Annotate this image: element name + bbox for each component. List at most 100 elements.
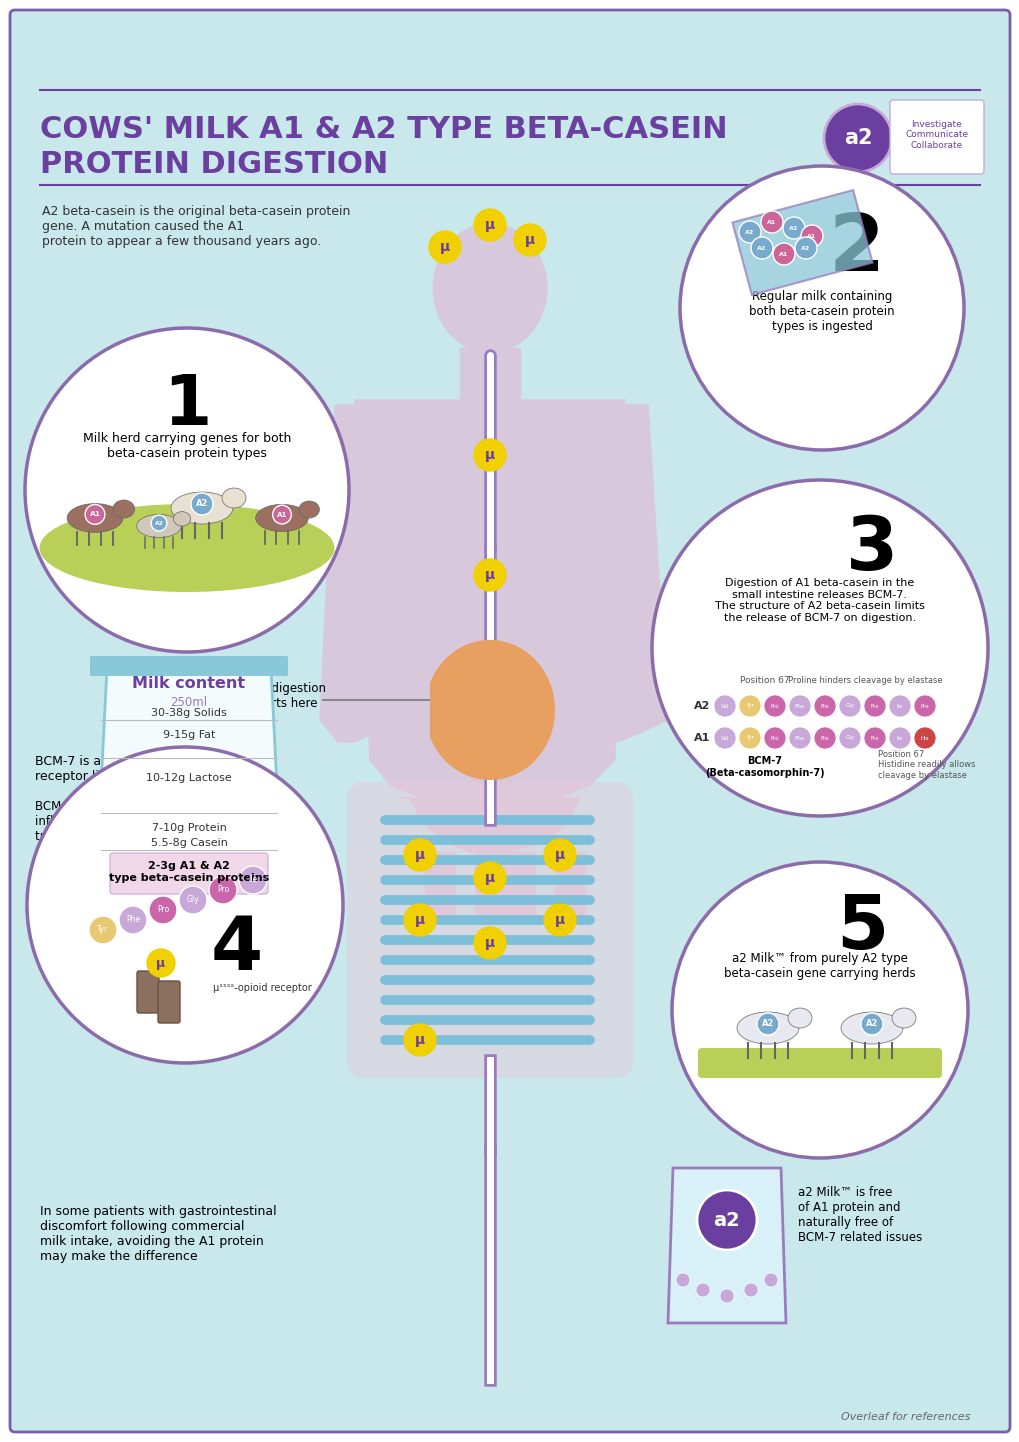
Circle shape [85,505,105,525]
Text: Ile: Ile [896,735,903,741]
Polygon shape [504,852,535,920]
Circle shape [695,1283,709,1296]
Ellipse shape [173,512,191,526]
Text: Milk content: Milk content [132,676,246,691]
Circle shape [789,695,810,717]
Text: μ: μ [525,234,535,247]
Text: Regular milk containing
both beta-casein protein
types is ingested: Regular milk containing both beta-casein… [748,290,894,333]
Circle shape [209,875,236,904]
Circle shape [783,216,804,239]
Ellipse shape [113,500,135,518]
Text: μ: μ [554,913,565,927]
Polygon shape [95,668,282,906]
Text: μ: μ [484,218,494,232]
Ellipse shape [432,224,547,353]
Circle shape [514,224,545,257]
FancyBboxPatch shape [110,854,268,894]
Circle shape [739,221,760,244]
Circle shape [889,695,910,717]
Text: μ: μ [554,848,565,862]
Text: A2: A2 [745,229,754,235]
Text: Investigate
Communicate
Collaborate: Investigate Communicate Collaborate [905,120,968,150]
Text: μ: μ [484,568,494,583]
Circle shape [813,727,836,748]
Text: 250ml: 250ml [170,696,207,709]
Text: PROTEIN DIGESTION: PROTEIN DIGESTION [40,150,388,179]
Text: 7-10g Protein: 7-10g Protein [152,823,226,833]
Text: A1: A1 [693,733,709,743]
Text: Pro: Pro [920,704,928,708]
Circle shape [750,236,772,260]
Polygon shape [732,190,871,296]
FancyBboxPatch shape [697,1048,942,1079]
Text: 2-3g A1 & A2
type beta-casein proteins: 2-3g A1 & A2 type beta-casein proteins [109,861,269,883]
Text: Gly: Gly [845,735,854,741]
Circle shape [474,862,505,894]
Text: Pro: Pro [820,735,828,741]
Text: 10-12g Lactose: 10-12g Lactose [146,773,231,783]
Text: 9-15g Fat: 9-15g Fat [163,730,215,740]
Text: A2 beta-casein is the original beta-casein protein
gene. A mutation caused the A: A2 beta-casein is the original beta-case… [42,205,351,248]
Text: A1: A1 [766,219,775,225]
Text: Phe: Phe [125,916,140,924]
Ellipse shape [67,503,122,532]
Circle shape [743,1283,757,1296]
Polygon shape [554,852,585,920]
Text: Position 67
Histidine readily allows
cleavage by elastase: Position 67 Histidine readily allows cle… [877,750,974,780]
Circle shape [913,727,935,748]
Text: Pro: Pro [157,906,169,914]
FancyBboxPatch shape [890,99,983,174]
Circle shape [813,695,836,717]
Circle shape [763,727,786,748]
Text: a2: a2 [843,128,871,149]
Circle shape [543,904,576,936]
Circle shape [823,104,892,172]
Circle shape [191,493,213,515]
Text: Milk herd carrying genes for both
beta-casein protein types: Milk herd carrying genes for both beta-c… [83,433,290,460]
Circle shape [672,862,967,1158]
Text: a2 Milk™ from purely A2 type
beta-casein gene carrying herds: a2 Milk™ from purely A2 type beta-casein… [723,952,915,981]
Circle shape [404,839,435,871]
Polygon shape [614,405,667,743]
Text: A2: A2 [155,521,163,526]
Text: Phe: Phe [794,704,804,708]
FancyBboxPatch shape [90,656,287,676]
FancyBboxPatch shape [137,970,159,1012]
Circle shape [719,1289,734,1304]
Circle shape [149,895,177,924]
Text: BCM-7
(Beta-casomorphin-7): BCM-7 (Beta-casomorphin-7) [704,756,824,777]
Text: Digestion of A1 beta-casein in the
small intestine releases BCM-7.
The structure: Digestion of A1 beta-casein in the small… [714,578,924,623]
Text: 30-38g Solids: 30-38g Solids [151,708,226,718]
Circle shape [474,209,505,241]
Text: Val: Val [720,735,729,741]
Text: Milk digestion
starts here: Milk digestion starts here [244,682,326,709]
Text: Ile: Ile [896,704,903,708]
Ellipse shape [892,1008,915,1028]
Text: a2: a2 [713,1210,740,1230]
Circle shape [404,904,435,936]
Circle shape [789,727,810,748]
Text: A2: A2 [757,245,766,251]
Circle shape [863,695,886,717]
Circle shape [676,1273,689,1288]
Text: Pro: Pro [820,704,828,708]
Circle shape [739,727,760,748]
Text: Val: Val [720,704,729,708]
Circle shape [404,1024,435,1056]
Circle shape [763,695,786,717]
Ellipse shape [737,1012,798,1044]
Text: 1: 1 [163,372,211,438]
Polygon shape [460,348,520,399]
Ellipse shape [40,505,334,593]
Text: Gly: Gly [845,704,854,708]
Circle shape [272,505,291,523]
Text: μˢˢˢˢ-opioid receptor: μˢˢˢˢ-opioid receptor [213,983,312,994]
Ellipse shape [222,487,246,508]
Circle shape [756,1012,779,1035]
Polygon shape [425,852,454,920]
Circle shape [739,695,760,717]
Circle shape [713,695,736,717]
Circle shape [238,867,267,894]
Text: 2: 2 [828,211,884,288]
FancyBboxPatch shape [10,10,1009,1432]
